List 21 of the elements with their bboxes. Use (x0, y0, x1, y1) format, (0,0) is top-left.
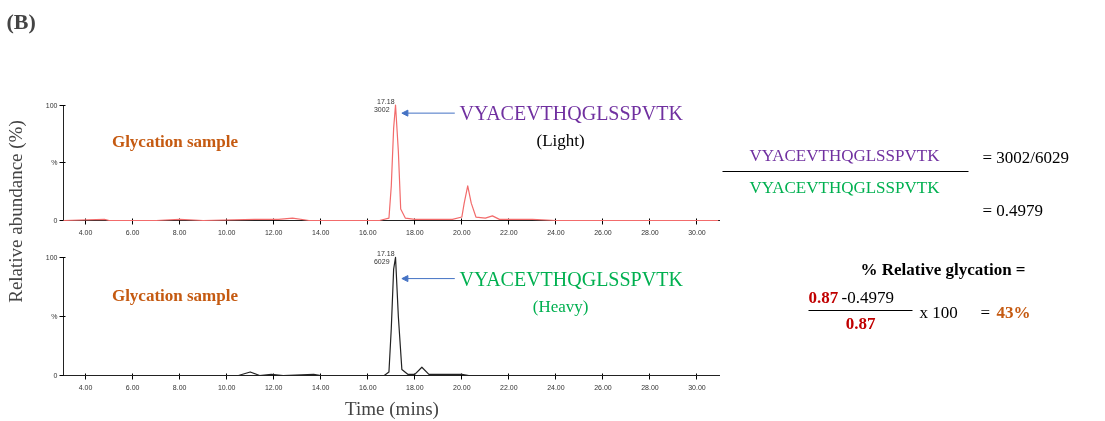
text: = (980, 303, 991, 322)
text: = 0.4979 (982, 201, 1044, 220)
annotation: Glycation sample (111, 285, 239, 305)
line-series (62, 104, 719, 222)
annotation: VYACEVTHQGLSSPVTK (459, 102, 684, 125)
text: 0.87 (808, 288, 839, 307)
text: VYACEVTHQGLSSPVTK (749, 146, 941, 165)
text: 0.87 (845, 314, 876, 333)
y-axis-title: Relative abundance (%) (5, 120, 27, 303)
annotation: VYACEVTHQGLSSPVTK (459, 267, 684, 290)
text: 43% (996, 303, 1031, 322)
text: VYACEVTHQGLSSPVTK (749, 178, 941, 197)
chart-title: (B) (6, 9, 36, 34)
annotation: Glycation sample (111, 132, 239, 152)
text: % Relative glycation = (860, 260, 1026, 279)
text: -0.4979 (841, 288, 894, 307)
x-axis-title: Time (mins) (345, 397, 439, 420)
text: x 100 (919, 303, 958, 322)
annotation: (Light) (536, 131, 585, 151)
text: = 3002/6029 (982, 148, 1070, 167)
annotation: (Heavy) (532, 297, 589, 317)
